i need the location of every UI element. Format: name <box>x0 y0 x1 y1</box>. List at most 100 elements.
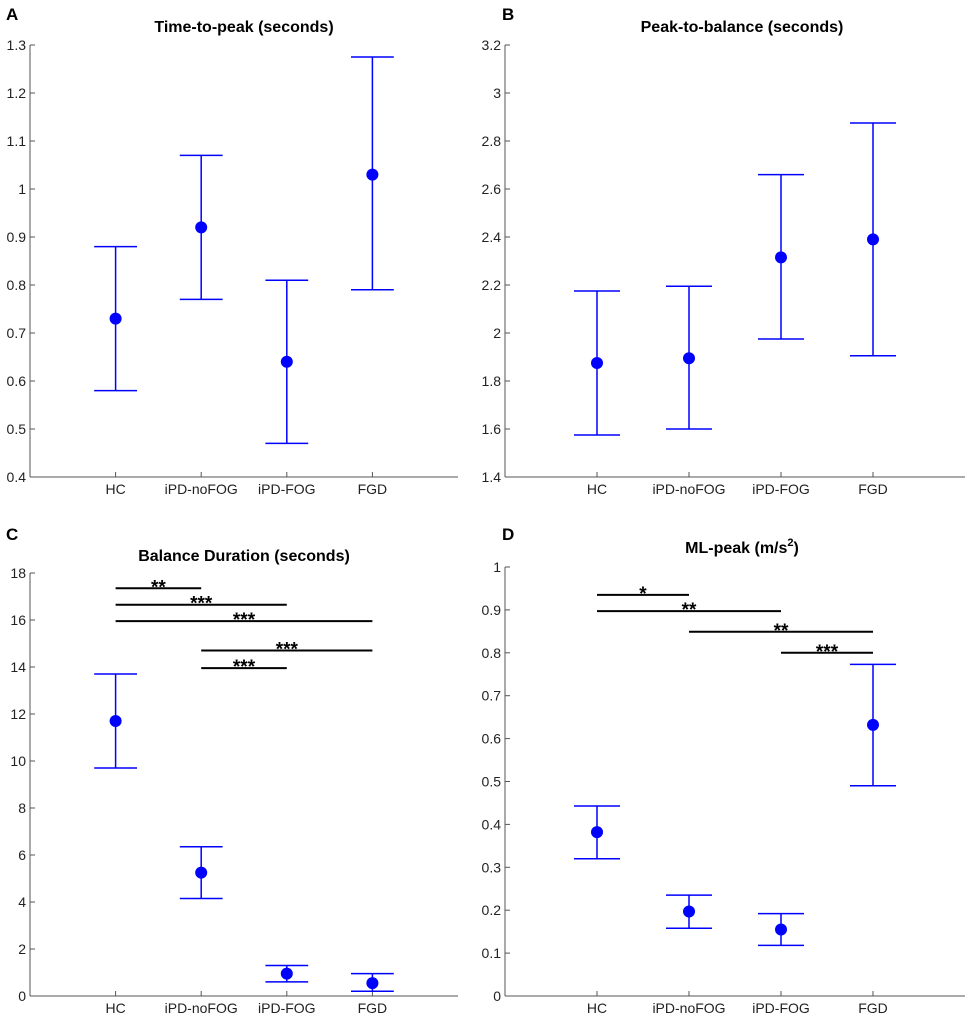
mean-point <box>683 352 695 365</box>
mean-point <box>195 221 208 234</box>
y-tick-label: 10 <box>10 753 26 769</box>
mean-point <box>775 923 787 936</box>
significance-bar: *** <box>201 657 287 678</box>
x-tick-label: iPD-FOG <box>258 481 316 497</box>
title-superscript: 2 <box>787 537 793 549</box>
error-bar-ipd-fog <box>265 964 309 983</box>
panel-b: B Peak-to-balance (seconds) 1.4 1.6 1.8 2 2.2 2… <box>482 5 965 497</box>
error-bar-ipd-fog <box>265 279 309 445</box>
y-tick-label: 12 <box>10 706 26 722</box>
significance-bar: *** <box>201 640 373 661</box>
error-bar-hc <box>574 805 620 860</box>
mean-point <box>683 905 695 918</box>
error-bar-fgd <box>850 663 896 787</box>
mean-point <box>195 866 208 879</box>
error-bar-fgd <box>351 972 394 993</box>
x-tick-label: iPD-FOG <box>752 481 810 497</box>
y-tick-label: 0.1 <box>482 945 502 961</box>
panel-letter: B <box>502 5 514 24</box>
title-suffix: ) <box>794 540 799 557</box>
x-tick-label: iPD-FOG <box>752 1000 810 1016</box>
y-tick-label: 0.5 <box>7 421 27 437</box>
y-tick-label: 0.6 <box>482 731 502 747</box>
y-tick-label: 6 <box>18 847 26 863</box>
x-tick-label: HC <box>587 1000 607 1016</box>
x-tick-label: FGD <box>858 481 888 497</box>
significance-stars: *** <box>816 642 839 663</box>
mean-point <box>109 715 122 728</box>
y-tick-label: 1 <box>493 559 501 575</box>
y-tick-label: 0.8 <box>7 277 27 293</box>
mean-point <box>591 826 603 839</box>
x-tick-label: FGD <box>358 481 388 497</box>
y-tick-label: 2.4 <box>482 229 502 245</box>
significance-bar: ** <box>115 577 202 598</box>
significance-bar: *** <box>781 642 873 663</box>
mean-point <box>280 967 293 980</box>
y-tick-label: 2.2 <box>482 277 502 293</box>
x-tick-label: iPD-noFOG <box>652 481 725 497</box>
x-tick-label: iPD-noFOG <box>652 1000 725 1016</box>
error-bar-ipd-nofog <box>179 846 223 900</box>
y-tick-label: 0.4 <box>482 816 502 832</box>
mean-point <box>366 168 379 181</box>
y-tick-label: 2.6 <box>482 181 502 197</box>
panel-c: C Balance Duration (seconds) 0 2 4 6 8 10 12 14 16… <box>6 525 458 1016</box>
panel-a: A Time-to-peak (seconds) 0.4 0.5 0.6 0.7 0.8 0.… <box>6 5 458 497</box>
y-tick-label: 2.8 <box>482 133 502 149</box>
significance-stars: *** <box>190 594 213 615</box>
mean-point <box>366 977 379 990</box>
x-tick-label: HC <box>105 481 125 497</box>
significance-stars: *** <box>233 657 256 678</box>
significance-stars: ** <box>151 577 166 598</box>
y-tick-label: 0.9 <box>482 602 502 618</box>
y-tick-label: 0.6 <box>7 373 27 389</box>
error-bar-ipd-nofog <box>666 285 712 430</box>
mean-point <box>775 251 787 264</box>
error-bar-ipd-nofog <box>179 154 223 301</box>
significance-stars: ** <box>774 621 789 642</box>
y-tick-label: 4 <box>18 894 26 910</box>
y-tick-label: 1.6 <box>482 421 502 437</box>
panel-title: ML-peak (m/s2) <box>685 537 799 557</box>
y-tick-label: 1.2 <box>7 85 27 101</box>
error-bar-hc <box>94 245 137 392</box>
x-tick-label: FGD <box>858 1000 888 1016</box>
significance-stars: * <box>639 584 647 605</box>
significance-bar: *** <box>115 610 373 631</box>
x-tick-label: iPD-noFOG <box>165 481 238 497</box>
mean-point <box>867 233 879 246</box>
significance-bar: *** <box>115 594 287 615</box>
error-bar-fgd <box>351 56 394 291</box>
y-tick-label: 0.5 <box>482 774 502 790</box>
y-tick-label: 0.2 <box>482 902 502 918</box>
y-tick-label: 0.3 <box>482 859 502 875</box>
y-tick-label: 14 <box>10 659 26 675</box>
significance-stars: *** <box>233 610 256 631</box>
y-tick-label: 0.8 <box>482 645 502 661</box>
panel-letter: C <box>6 525 18 544</box>
y-tick-label: 0 <box>18 988 26 1004</box>
y-tick-label: 1.8 <box>482 373 502 389</box>
error-bar-hc <box>94 673 137 769</box>
significance-bar: * <box>597 584 689 605</box>
error-bar-fgd <box>850 122 896 357</box>
mean-point <box>867 718 879 731</box>
significance-stars: ** <box>682 600 697 621</box>
y-tick-label: 1.3 <box>7 37 27 53</box>
x-tick-label: HC <box>587 481 607 497</box>
error-bar-hc <box>574 290 620 436</box>
y-tick-label: 0.4 <box>7 469 27 485</box>
error-bar-ipd-fog <box>758 912 804 947</box>
y-tick-label: 2 <box>493 325 501 341</box>
y-tick-label: 0.7 <box>7 325 27 341</box>
y-tick-label: 0 <box>493 988 501 1004</box>
y-tick-label: 1.4 <box>482 469 502 485</box>
significance-bar: ** <box>689 621 873 642</box>
mean-point <box>280 355 293 368</box>
panel-title: Balance Duration (seconds) <box>138 548 350 565</box>
panel-title: Peak-to-balance (seconds) <box>641 19 844 36</box>
y-tick-label: 16 <box>10 612 26 628</box>
y-tick-label: 3.2 <box>482 37 502 53</box>
